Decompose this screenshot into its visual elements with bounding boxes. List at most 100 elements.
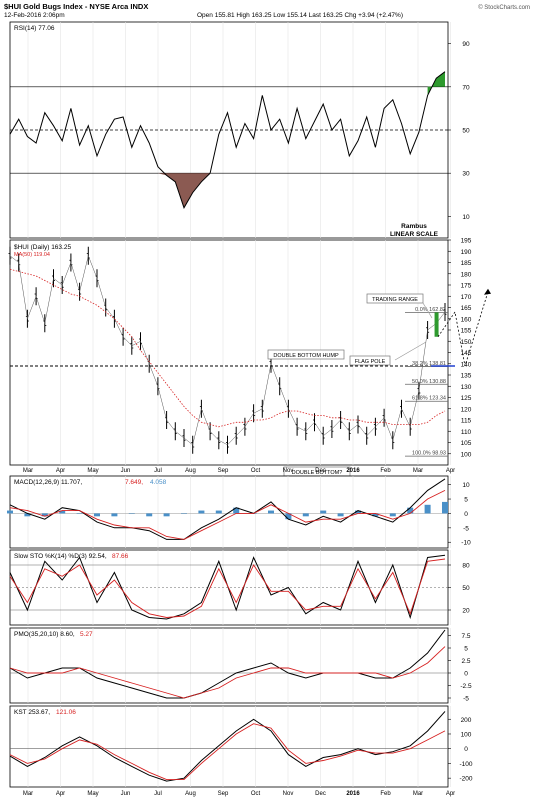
month-label: Mar (23, 468, 33, 474)
month-label: Aug (185, 468, 196, 474)
fib-label: 61.8% 123.34 (412, 396, 446, 402)
pmo-axis-tick-label: 7.5 (461, 633, 470, 640)
month-label: Sep (218, 791, 229, 797)
macd-histogram-bar (59, 510, 66, 514)
month-label: Feb (380, 468, 391, 474)
month-label: Mar (413, 468, 423, 474)
rsi-oversold-fill (157, 173, 211, 208)
pmo-axis-tick-label: 5 (464, 646, 468, 653)
month-label: Aug (185, 791, 196, 797)
rsi-legend: RSI(14) 77.06 (14, 25, 55, 32)
month-label: Jul (154, 468, 162, 474)
ma-legend: MA(50) 119.04 (14, 252, 50, 258)
macd-histogram-bar (111, 513, 118, 517)
projection-path (437, 291, 489, 367)
kst-axis-tick-label: 100 (461, 731, 472, 738)
macd-histogram-bar (337, 513, 344, 517)
chart-date: 12-Feb-2016 2:06pm (4, 12, 65, 19)
macd-histogram-bar (268, 510, 274, 514)
month-label: Nov (283, 791, 294, 797)
price-axis-tick-label: 130 (461, 384, 472, 391)
price-axis-tick-label: 135 (461, 373, 472, 380)
price-axis-tick-label: 175 (461, 283, 472, 290)
rsi-axis-tick-label: 90 (462, 41, 470, 48)
rsi-axis-tick-label: 70 (462, 84, 470, 91)
rsi-axis-tick-label: 10 (462, 214, 470, 221)
kst-axis-tick-label: 0 (464, 746, 468, 753)
macd-histogram-bar (285, 513, 292, 520)
kst-signal-line (9, 723, 446, 781)
sto-axis-tick-label: 20 (462, 608, 470, 615)
flag-pole-pointer (394, 341, 427, 361)
month-label: Sep (218, 468, 229, 474)
macd-histogram-bar (302, 513, 309, 517)
macd-histogram-bar (7, 510, 13, 514)
price-axis-tick-label: 110 (461, 429, 472, 436)
macd-histogram-bar (76, 513, 83, 514)
month-label: Apr (56, 791, 65, 797)
macd-histogram-bar (198, 510, 205, 514)
macd-histogram-bar (355, 510, 361, 514)
stockcharts-credit: © StockCharts.com (478, 4, 530, 11)
price-line (9, 254, 446, 446)
fib-label: 38.2% 138.81 (412, 361, 446, 367)
fib-label: 50.0% 130.88 (412, 379, 446, 385)
macd-legend: MACD(12,26,9) 11.707, (14, 479, 82, 486)
macd-signal-line (9, 489, 446, 540)
month-label: Apr (56, 468, 65, 474)
macd-histogram-bar (215, 510, 222, 514)
fib-label: 100.0% 98.93 (412, 451, 446, 457)
price-axis-tick-label: 195 (461, 238, 472, 245)
price-axis-tick-label: 120 (461, 406, 472, 413)
month-label: Jun (121, 468, 131, 474)
price-axis-tick-label: 100 (461, 451, 472, 458)
rsi-axis-tick-label: 30 (462, 171, 470, 178)
pmo-panel (9, 627, 449, 704)
macd-axis-tick-label: -5 (463, 525, 469, 532)
ma50-line (9, 268, 446, 428)
annotation-double-bottom-hump: DOUBLE BOTTOM HUMP (273, 353, 339, 359)
month-label: Oct (251, 468, 261, 474)
month-label: Mar (413, 791, 423, 797)
annotation-double-bottom-hump-box (267, 349, 345, 360)
kst-axis-tick-label: -200 (459, 776, 472, 783)
pmo-line (9, 629, 446, 699)
month-label: Dec (315, 791, 326, 797)
quote-line: Open 155.81 High 163.25 Low 155.14 Last … (197, 12, 403, 19)
projection-arrow (484, 288, 491, 295)
macd-histogram-bar (94, 513, 100, 517)
price-legend: $HUI (Daily) 163.25 (14, 244, 71, 251)
price-axis-tick-label: 105 (461, 440, 472, 447)
price-axis-tick-label: 125 (461, 395, 472, 402)
macd-histogram-bar (389, 513, 396, 517)
month-label: Mar (23, 791, 33, 797)
month-label: May (87, 791, 98, 797)
sto-axis-tick-label: 80 (462, 563, 470, 570)
kst-axis-tick-label: 200 (461, 717, 472, 724)
rsi-line (9, 71, 446, 210)
price-axis-tick-label: 170 (461, 294, 472, 301)
annotation-rambus: Rambus (401, 223, 427, 230)
kst-legend: KST 253.67, (14, 709, 50, 716)
pmo-axis-tick-label: 0 (464, 671, 468, 678)
pmo-signal-line (9, 646, 446, 699)
annotation-trading-range-box (366, 293, 424, 304)
macd-axis-tick-label: -10 (461, 540, 471, 547)
price-axis-tick-label: 155 (461, 328, 472, 335)
sto-legend: Slow STO %K(14) %D(3) 92.54, (14, 553, 107, 560)
macd-axis-tick-label: 10 (462, 482, 470, 489)
pmo-legend: PMO(35,20,10) 8.60, (14, 631, 75, 638)
price-axis-tick-label: 145 (461, 350, 472, 357)
month-label: 2016 (346, 468, 360, 474)
rsi-overbought-fill (427, 71, 445, 96)
pmo-axis-tick-label: -5 (463, 696, 469, 703)
annotation-flag-pole: FLAG POLE (355, 359, 386, 365)
macd-legend-signal: 7.649, (125, 479, 143, 486)
month-label: Oct (251, 791, 261, 797)
price-axis-tick-label: 165 (461, 305, 472, 312)
annotation-flag-pole-box (349, 355, 391, 366)
trading-range-pointer (422, 302, 433, 319)
macd-histogram-bar (424, 504, 431, 514)
rsi-axis-tick-label: 50 (462, 128, 470, 135)
